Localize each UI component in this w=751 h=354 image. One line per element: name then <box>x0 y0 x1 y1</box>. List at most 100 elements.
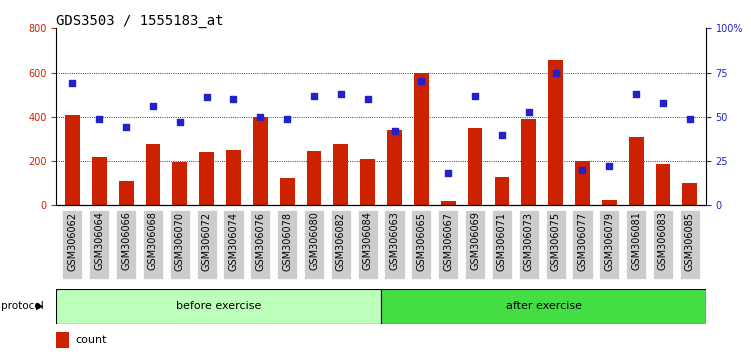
FancyBboxPatch shape <box>56 289 381 324</box>
FancyBboxPatch shape <box>277 210 297 279</box>
Text: GSM306081: GSM306081 <box>631 212 641 270</box>
Bar <box>56 332 69 348</box>
Text: GSM306067: GSM306067 <box>443 212 454 270</box>
Point <box>147 103 159 109</box>
Point <box>173 119 185 125</box>
FancyBboxPatch shape <box>545 210 566 279</box>
Text: GSM306069: GSM306069 <box>470 212 480 270</box>
Bar <box>521 119 536 205</box>
FancyBboxPatch shape <box>330 210 351 279</box>
Text: GSM306066: GSM306066 <box>121 212 131 270</box>
Bar <box>92 156 107 205</box>
FancyBboxPatch shape <box>519 210 538 279</box>
Point <box>496 132 508 137</box>
Point <box>630 91 642 97</box>
Point <box>362 96 374 102</box>
Text: GSM306077: GSM306077 <box>578 212 587 271</box>
Bar <box>146 144 161 205</box>
FancyBboxPatch shape <box>116 210 136 279</box>
Text: ▶: ▶ <box>36 301 44 311</box>
Point <box>281 116 293 121</box>
Text: GSM306084: GSM306084 <box>363 212 372 270</box>
Text: GSM306074: GSM306074 <box>228 212 239 270</box>
Point <box>308 93 320 98</box>
Point <box>93 116 105 121</box>
Text: GSM306064: GSM306064 <box>95 212 104 270</box>
Point <box>255 114 267 120</box>
FancyBboxPatch shape <box>626 210 646 279</box>
Text: count: count <box>76 335 107 346</box>
Bar <box>495 177 509 205</box>
Bar <box>468 128 482 205</box>
FancyBboxPatch shape <box>250 210 270 279</box>
FancyBboxPatch shape <box>170 210 190 279</box>
Bar <box>333 144 348 205</box>
FancyBboxPatch shape <box>599 210 620 279</box>
Text: GSM306075: GSM306075 <box>550 212 560 271</box>
FancyBboxPatch shape <box>224 210 243 279</box>
Text: GSM306068: GSM306068 <box>148 212 158 270</box>
Point <box>442 171 454 176</box>
Bar <box>388 130 402 205</box>
Bar <box>306 151 321 205</box>
FancyBboxPatch shape <box>680 210 700 279</box>
FancyBboxPatch shape <box>438 210 458 279</box>
FancyBboxPatch shape <box>357 210 378 279</box>
Text: GSM306083: GSM306083 <box>658 212 668 270</box>
Text: GSM306062: GSM306062 <box>68 212 77 270</box>
FancyBboxPatch shape <box>143 210 163 279</box>
Point <box>120 125 132 130</box>
Point <box>577 167 589 173</box>
Bar <box>602 200 617 205</box>
FancyBboxPatch shape <box>304 210 324 279</box>
FancyBboxPatch shape <box>412 210 432 279</box>
Point <box>201 95 213 100</box>
Bar <box>119 181 134 205</box>
FancyBboxPatch shape <box>465 210 485 279</box>
Text: GSM306080: GSM306080 <box>309 212 319 270</box>
Text: GDS3503 / 1555183_at: GDS3503 / 1555183_at <box>56 14 224 28</box>
FancyBboxPatch shape <box>653 210 673 279</box>
Bar <box>253 117 267 205</box>
Bar <box>441 201 456 205</box>
Bar <box>548 61 563 205</box>
Text: GSM306082: GSM306082 <box>336 212 346 270</box>
Bar <box>683 183 697 205</box>
Bar <box>575 161 590 205</box>
Text: after exercise: after exercise <box>505 301 581 311</box>
Point <box>335 91 347 97</box>
Bar <box>199 152 214 205</box>
Bar <box>280 178 294 205</box>
Point <box>469 93 481 98</box>
Point <box>657 100 669 105</box>
Text: GSM306072: GSM306072 <box>202 212 212 271</box>
FancyBboxPatch shape <box>381 289 706 324</box>
Text: GSM306063: GSM306063 <box>390 212 400 270</box>
Point <box>388 128 400 134</box>
Text: GSM306065: GSM306065 <box>416 212 427 270</box>
Bar <box>656 164 671 205</box>
FancyBboxPatch shape <box>89 210 110 279</box>
Point <box>684 116 696 121</box>
Point <box>228 96 240 102</box>
Point <box>66 80 78 86</box>
Bar <box>360 159 375 205</box>
Bar <box>414 73 429 205</box>
FancyBboxPatch shape <box>572 210 593 279</box>
Text: GSM306078: GSM306078 <box>282 212 292 270</box>
Point <box>415 79 427 84</box>
Point <box>550 70 562 75</box>
Text: GSM306071: GSM306071 <box>497 212 507 270</box>
Text: protocol: protocol <box>1 301 44 311</box>
Text: before exercise: before exercise <box>176 301 261 311</box>
Point <box>603 164 615 169</box>
Text: GSM306079: GSM306079 <box>605 212 614 270</box>
Bar <box>173 162 187 205</box>
FancyBboxPatch shape <box>385 210 405 279</box>
Text: GSM306085: GSM306085 <box>685 212 695 270</box>
FancyBboxPatch shape <box>492 210 512 279</box>
Text: GSM306070: GSM306070 <box>175 212 185 270</box>
FancyBboxPatch shape <box>62 210 83 279</box>
Bar <box>65 115 80 205</box>
Bar <box>629 137 644 205</box>
